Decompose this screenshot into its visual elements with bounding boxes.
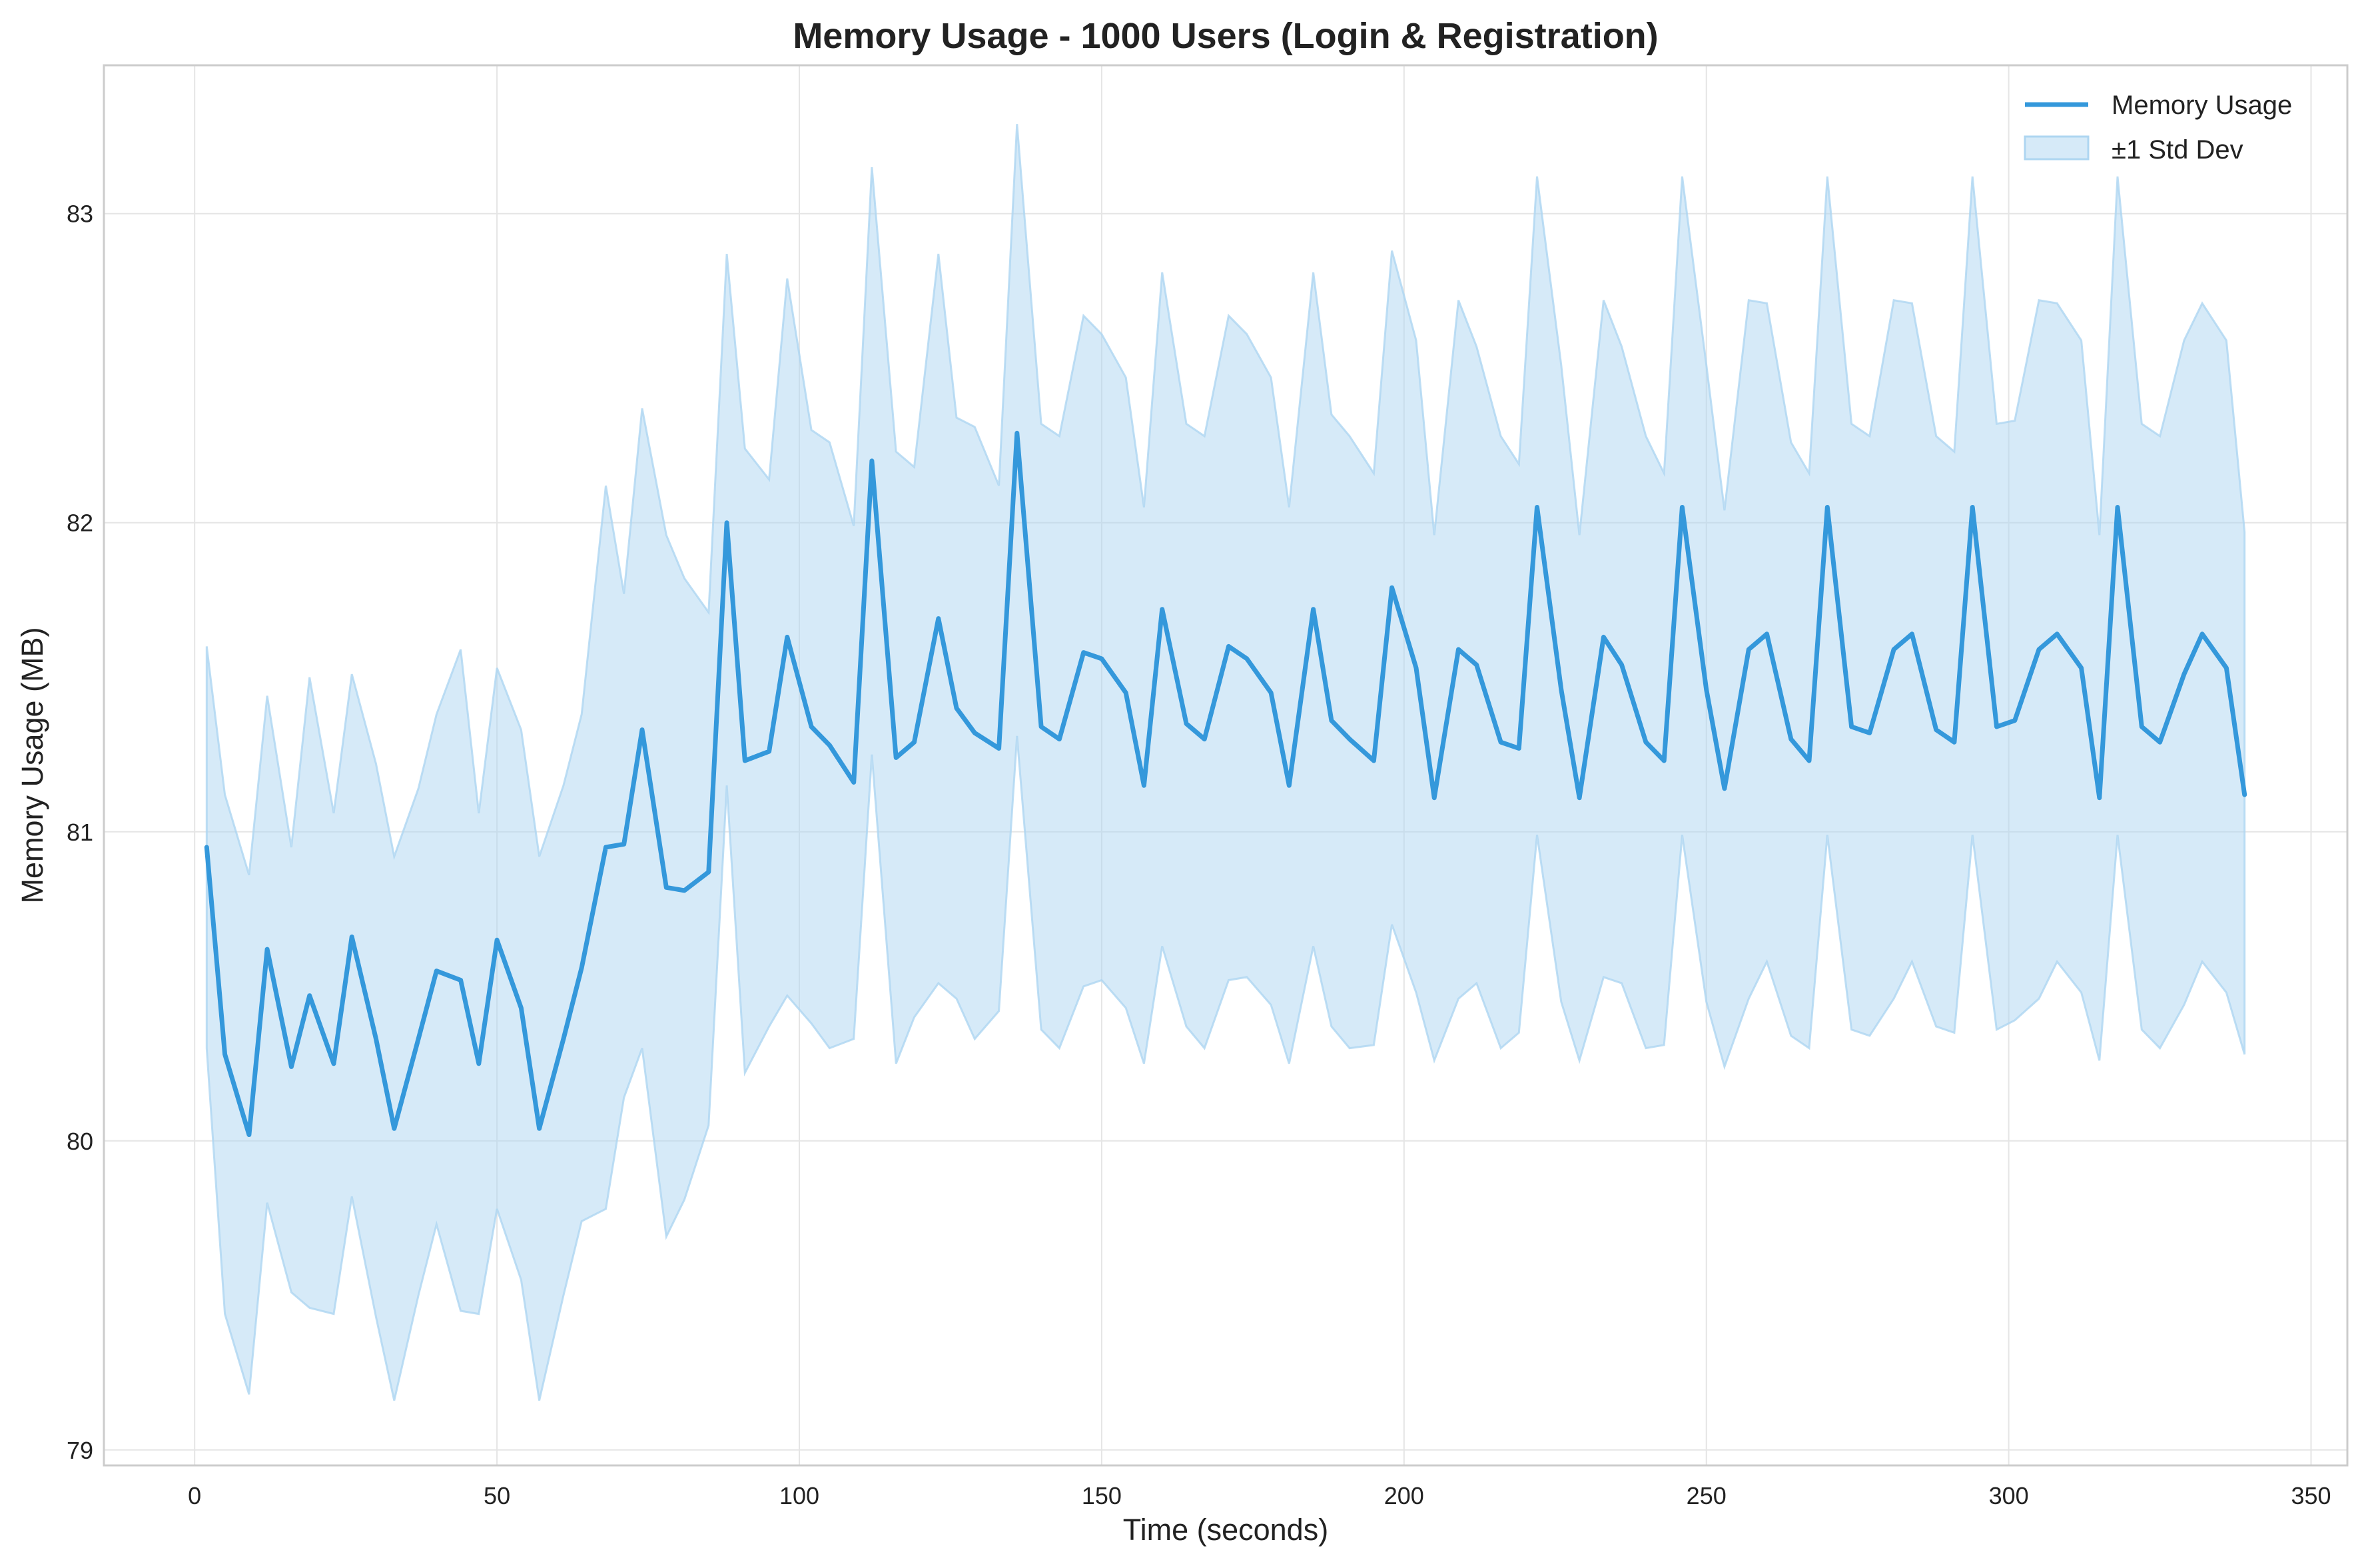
legend-label-memory-usage: Memory Usage	[2112, 91, 2292, 120]
x-tick-label: 350	[2291, 1482, 2331, 1509]
x-axis-ticks: 0 50 100 150 200 250 300 350	[188, 1482, 2331, 1509]
x-tick-label: 200	[1384, 1482, 1424, 1509]
x-tick-label: 250	[1687, 1482, 1727, 1509]
x-tick-label: 300	[1989, 1482, 2029, 1509]
x-tick-label: 150	[1082, 1482, 1122, 1509]
y-axis-label: Memory Usage (MB)	[15, 627, 49, 903]
legend-label-std-dev: ±1 Std Dev	[2112, 135, 2243, 165]
std-dev-band	[205, 124, 2246, 1401]
chart-title: Memory Usage - 1000 Users (Login & Regis…	[793, 16, 1658, 56]
legend: Memory Usage ±1 Std Dev	[2024, 91, 2292, 165]
y-tick-label: 80	[67, 1128, 93, 1155]
x-tick-label: 50	[484, 1482, 510, 1509]
y-tick-label: 79	[67, 1437, 93, 1464]
x-tick-label: 100	[779, 1482, 819, 1509]
legend-band-swatch	[2024, 135, 2090, 161]
y-axis-ticks: 79 80 81 82 83	[67, 200, 93, 1464]
x-axis-label: Time (seconds)	[1123, 1513, 1328, 1547]
plot-frame	[103, 64, 2349, 1467]
memory-usage-line	[204, 430, 2247, 1137]
y-tick-label: 83	[67, 200, 93, 228]
y-tick-label: 82	[67, 510, 93, 537]
y-tick-label: 81	[67, 819, 93, 846]
x-tick-label: 0	[188, 1482, 201, 1509]
